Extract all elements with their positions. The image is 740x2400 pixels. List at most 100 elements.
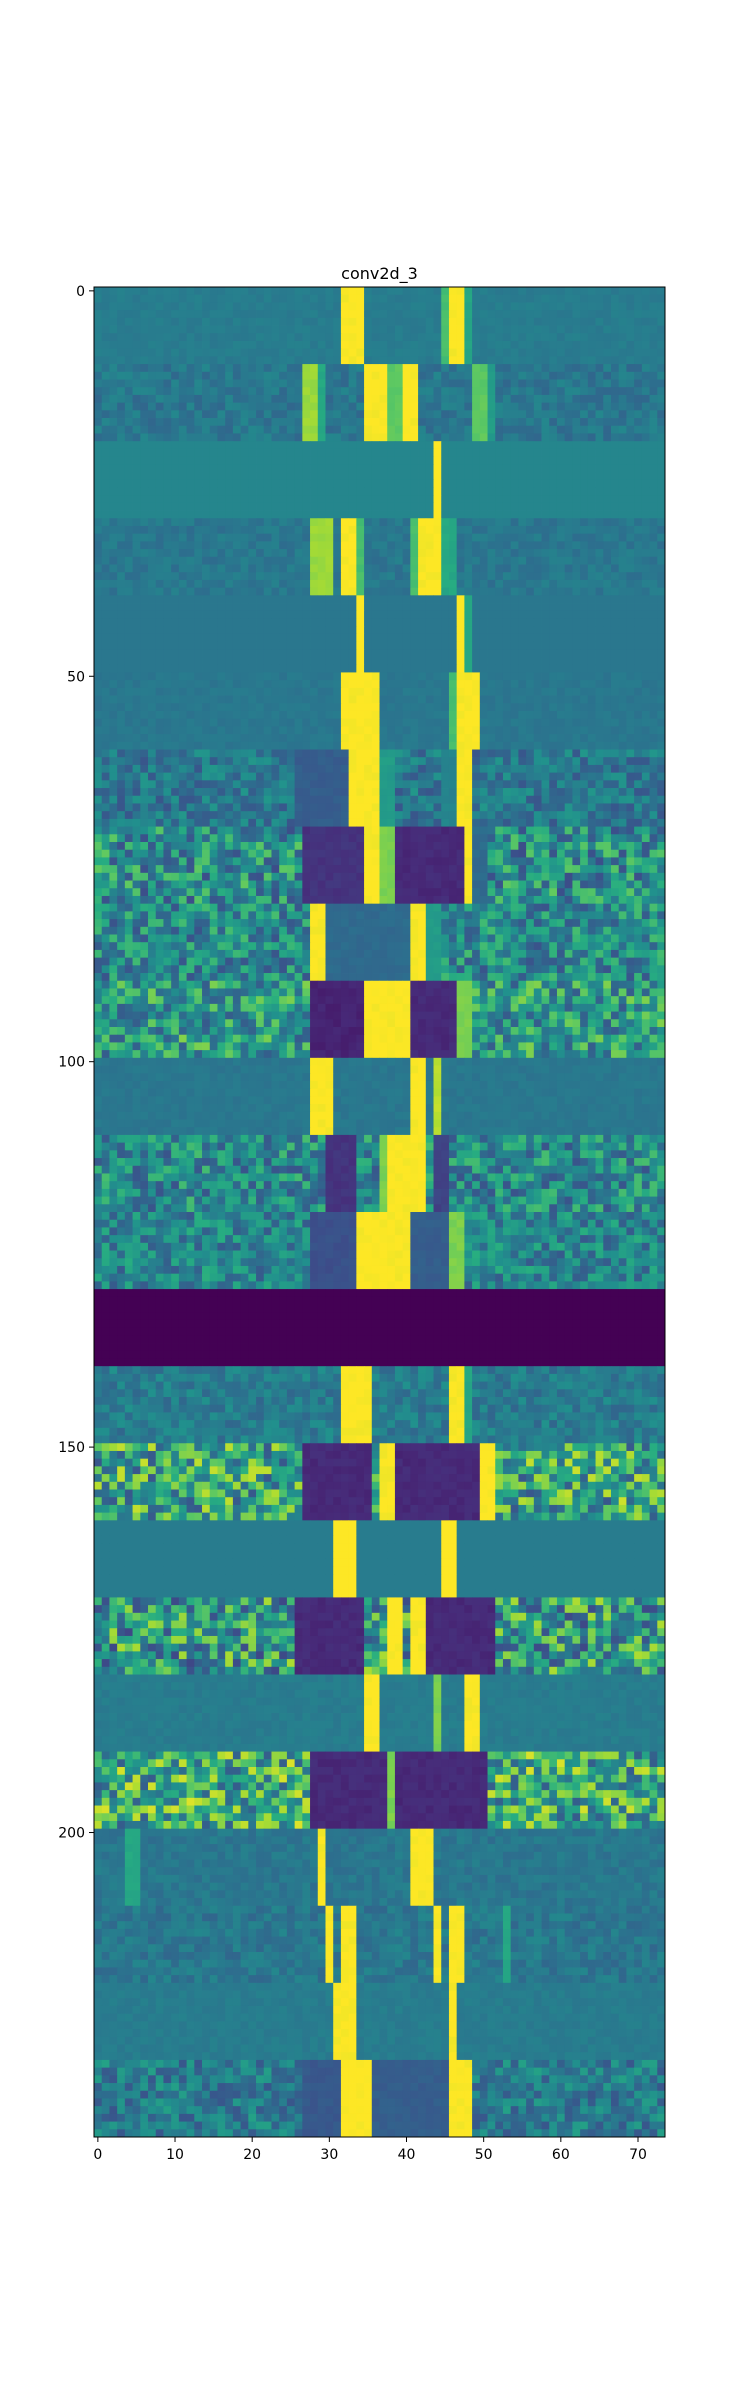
heatmap-cell — [194, 734, 203, 743]
heatmap-cell — [155, 402, 164, 411]
heatmap-cell — [472, 572, 481, 581]
heatmap-cell — [549, 618, 558, 627]
heatmap-cell — [464, 510, 473, 519]
heatmap-cell — [379, 410, 388, 419]
heatmap-cell — [171, 741, 180, 750]
heatmap-cell — [657, 749, 666, 758]
heatmap-cell — [510, 510, 519, 519]
heatmap-cell — [248, 379, 257, 388]
heatmap-cell — [418, 487, 427, 496]
heatmap-cell — [425, 410, 434, 419]
heatmap-cell — [302, 371, 311, 380]
heatmap-cell — [325, 525, 334, 535]
heatmap-cell — [109, 795, 118, 804]
heatmap-cell — [433, 726, 442, 735]
heatmap-cell — [472, 703, 481, 712]
heatmap-cell — [279, 572, 288, 581]
heatmap-cell — [364, 587, 373, 596]
heatmap-cell — [256, 495, 265, 504]
heatmap-cell — [286, 618, 296, 627]
heatmap-cell — [310, 410, 319, 419]
heatmap-cell — [472, 549, 481, 558]
heatmap-cell — [186, 371, 195, 380]
heatmap-cell — [495, 472, 504, 481]
heatmap-cell — [109, 741, 118, 750]
heatmap-cell — [518, 649, 527, 658]
heatmap-cell — [425, 710, 434, 720]
heatmap-cell — [371, 387, 380, 396]
heatmap-cell — [610, 294, 620, 303]
heatmap-cell — [448, 325, 458, 334]
heatmap-cell — [618, 749, 627, 758]
heatmap-cell — [441, 317, 450, 326]
heatmap-cell — [325, 603, 334, 612]
heatmap-cell — [464, 433, 473, 442]
heatmap-cell — [364, 464, 373, 473]
heatmap-cell — [572, 657, 581, 666]
heatmap-cell — [340, 595, 350, 604]
heatmap-cell — [425, 533, 434, 542]
heatmap-cell — [94, 641, 103, 650]
heatmap-cell — [387, 425, 396, 434]
heatmap-cell — [402, 387, 411, 396]
heatmap-cell — [580, 610, 589, 619]
heatmap-cell — [186, 680, 195, 689]
heatmap-cell — [441, 418, 450, 427]
heatmap-cell — [202, 340, 211, 350]
heatmap-cell — [117, 703, 126, 712]
heatmap-cell — [263, 741, 272, 750]
heatmap-cell — [340, 780, 350, 789]
heatmap-cell — [279, 479, 288, 488]
heatmap-cell — [124, 556, 133, 565]
heatmap-cell — [418, 633, 427, 642]
heatmap-cell — [248, 703, 257, 712]
heatmap-cell — [441, 633, 450, 642]
heatmap-cell — [626, 788, 635, 797]
heatmap-cell — [109, 479, 118, 488]
heatmap-cell — [101, 502, 110, 511]
heatmap-cell — [595, 726, 604, 735]
heatmap-cell — [657, 487, 666, 496]
heatmap-cell — [603, 741, 612, 750]
heatmap-cell — [418, 333, 427, 342]
heatmap-cell — [657, 371, 666, 380]
heatmap-cell — [502, 333, 512, 342]
heatmap-cell — [487, 703, 496, 712]
heatmap-cell — [502, 595, 512, 604]
heatmap-cell — [325, 510, 334, 519]
heatmap-cell — [518, 603, 527, 612]
heatmap-cell — [433, 310, 442, 319]
heatmap-cell — [117, 387, 126, 396]
heatmap-cell — [279, 394, 288, 404]
heatmap-cell — [186, 572, 195, 581]
heatmap-cell — [618, 703, 627, 712]
heatmap-cell — [410, 402, 419, 411]
heatmap-cell — [163, 364, 172, 373]
heatmap-cell — [279, 502, 288, 511]
heatmap-cell — [487, 587, 496, 596]
heatmap-cell — [294, 379, 303, 388]
heatmap-cell — [526, 464, 535, 473]
heatmap-cell — [94, 549, 103, 558]
heatmap-cell — [101, 410, 110, 419]
heatmap-cell — [649, 788, 658, 797]
heatmap-cell — [256, 502, 265, 511]
heatmap-cell — [549, 495, 558, 504]
heatmap-cell — [433, 518, 442, 527]
heatmap-cell — [148, 610, 157, 619]
heatmap-cell — [178, 464, 187, 473]
heatmap-cell — [533, 456, 542, 465]
heatmap-cell — [618, 564, 627, 573]
heatmap-cell — [657, 764, 666, 774]
heatmap-cell — [526, 579, 535, 589]
heatmap-cell — [603, 649, 612, 658]
heatmap-cell — [256, 564, 265, 573]
heatmap-cell — [448, 333, 458, 342]
heatmap-cell — [448, 518, 458, 527]
heatmap-cell — [163, 294, 172, 303]
heatmap-cell — [510, 294, 519, 303]
heatmap-cell — [232, 587, 242, 596]
heatmap-cell — [194, 680, 203, 689]
heatmap-cell — [418, 680, 427, 689]
heatmap-cell — [410, 572, 419, 581]
